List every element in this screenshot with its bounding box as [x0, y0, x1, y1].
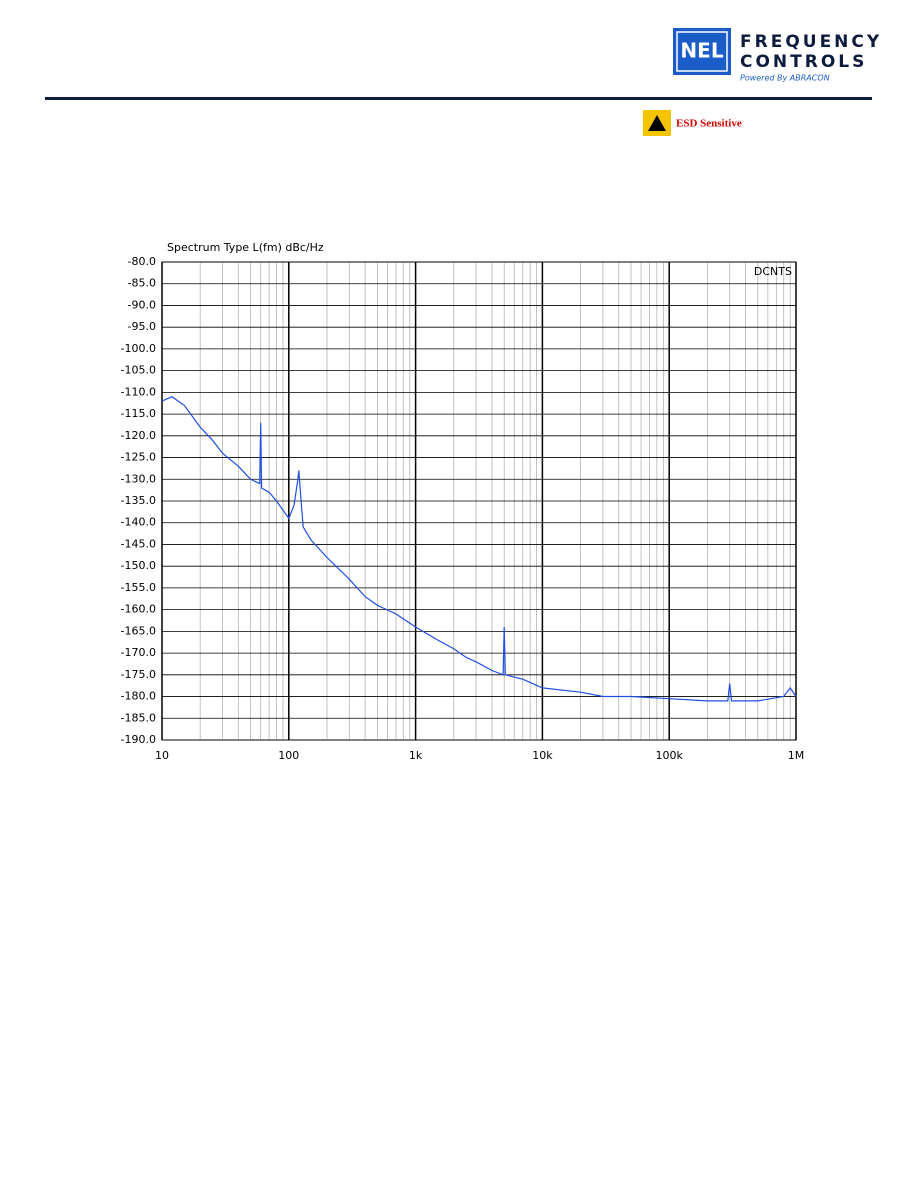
y-tick-label: -145.0	[121, 537, 156, 550]
esd-symbol	[648, 115, 666, 131]
y-tick-label: -90.0	[128, 298, 156, 311]
y-tick-label: -115.0	[121, 407, 156, 420]
y-tick-label: -100.0	[121, 342, 156, 355]
chart-title: Spectrum Type L(fm) dBc/Hz	[167, 241, 324, 254]
y-tick-label: -110.0	[121, 385, 156, 398]
brand-line: FREQUENCY	[740, 32, 882, 52]
logo-box	[673, 28, 731, 75]
y-tick-label: -140.0	[121, 516, 156, 529]
x-tick-label: 100	[278, 749, 299, 762]
logo-frame	[676, 31, 728, 72]
chart: -80.0 -85.0 -90.0 -95.0 -100.0 -105.0 -110.0 -1…	[121, 241, 805, 762]
esd-label: ESD Sensitive	[676, 118, 742, 130]
x-tick-label: 10	[155, 749, 169, 762]
tagline: Powered By ABRACON	[740, 74, 830, 83]
y-tick-label: -175.0	[121, 668, 156, 681]
x-tick-label: 1k	[409, 749, 423, 762]
y-tick-label: -165.0	[121, 624, 156, 637]
logo-text: NEL	[680, 39, 723, 63]
x-tick-label: 10k	[532, 749, 553, 762]
y-tick-label: -120.0	[121, 429, 156, 442]
y-tick-label: -95.0	[128, 320, 156, 333]
y-tick-label: -155.0	[121, 581, 156, 594]
y-tick-label: -135.0	[121, 494, 156, 507]
y-tick-label: -105.0	[121, 364, 156, 377]
y-tick-label: -85.0	[128, 277, 156, 290]
data-line	[161, 396, 797, 702]
y-tick-label: -160.0	[121, 603, 156, 616]
y-tick-label: -125.0	[121, 451, 156, 464]
x-tick-label: 100k	[656, 749, 684, 762]
brand-line: CONTROLS	[740, 52, 867, 72]
header-rule	[45, 97, 872, 100]
y-tick-label: -190.0	[121, 733, 156, 746]
y-tick-label: -150.0	[121, 559, 156, 572]
x-tick-label: 1M	[788, 749, 805, 762]
y-tick-label: -185.0	[121, 711, 156, 724]
y-tick-label: -180.0	[121, 690, 156, 703]
y-tick-label: -80.0	[128, 255, 156, 268]
y-tick-label: -170.0	[121, 646, 156, 659]
annotation: DCNTS	[754, 265, 792, 278]
y-tick-label: -130.0	[121, 472, 156, 485]
